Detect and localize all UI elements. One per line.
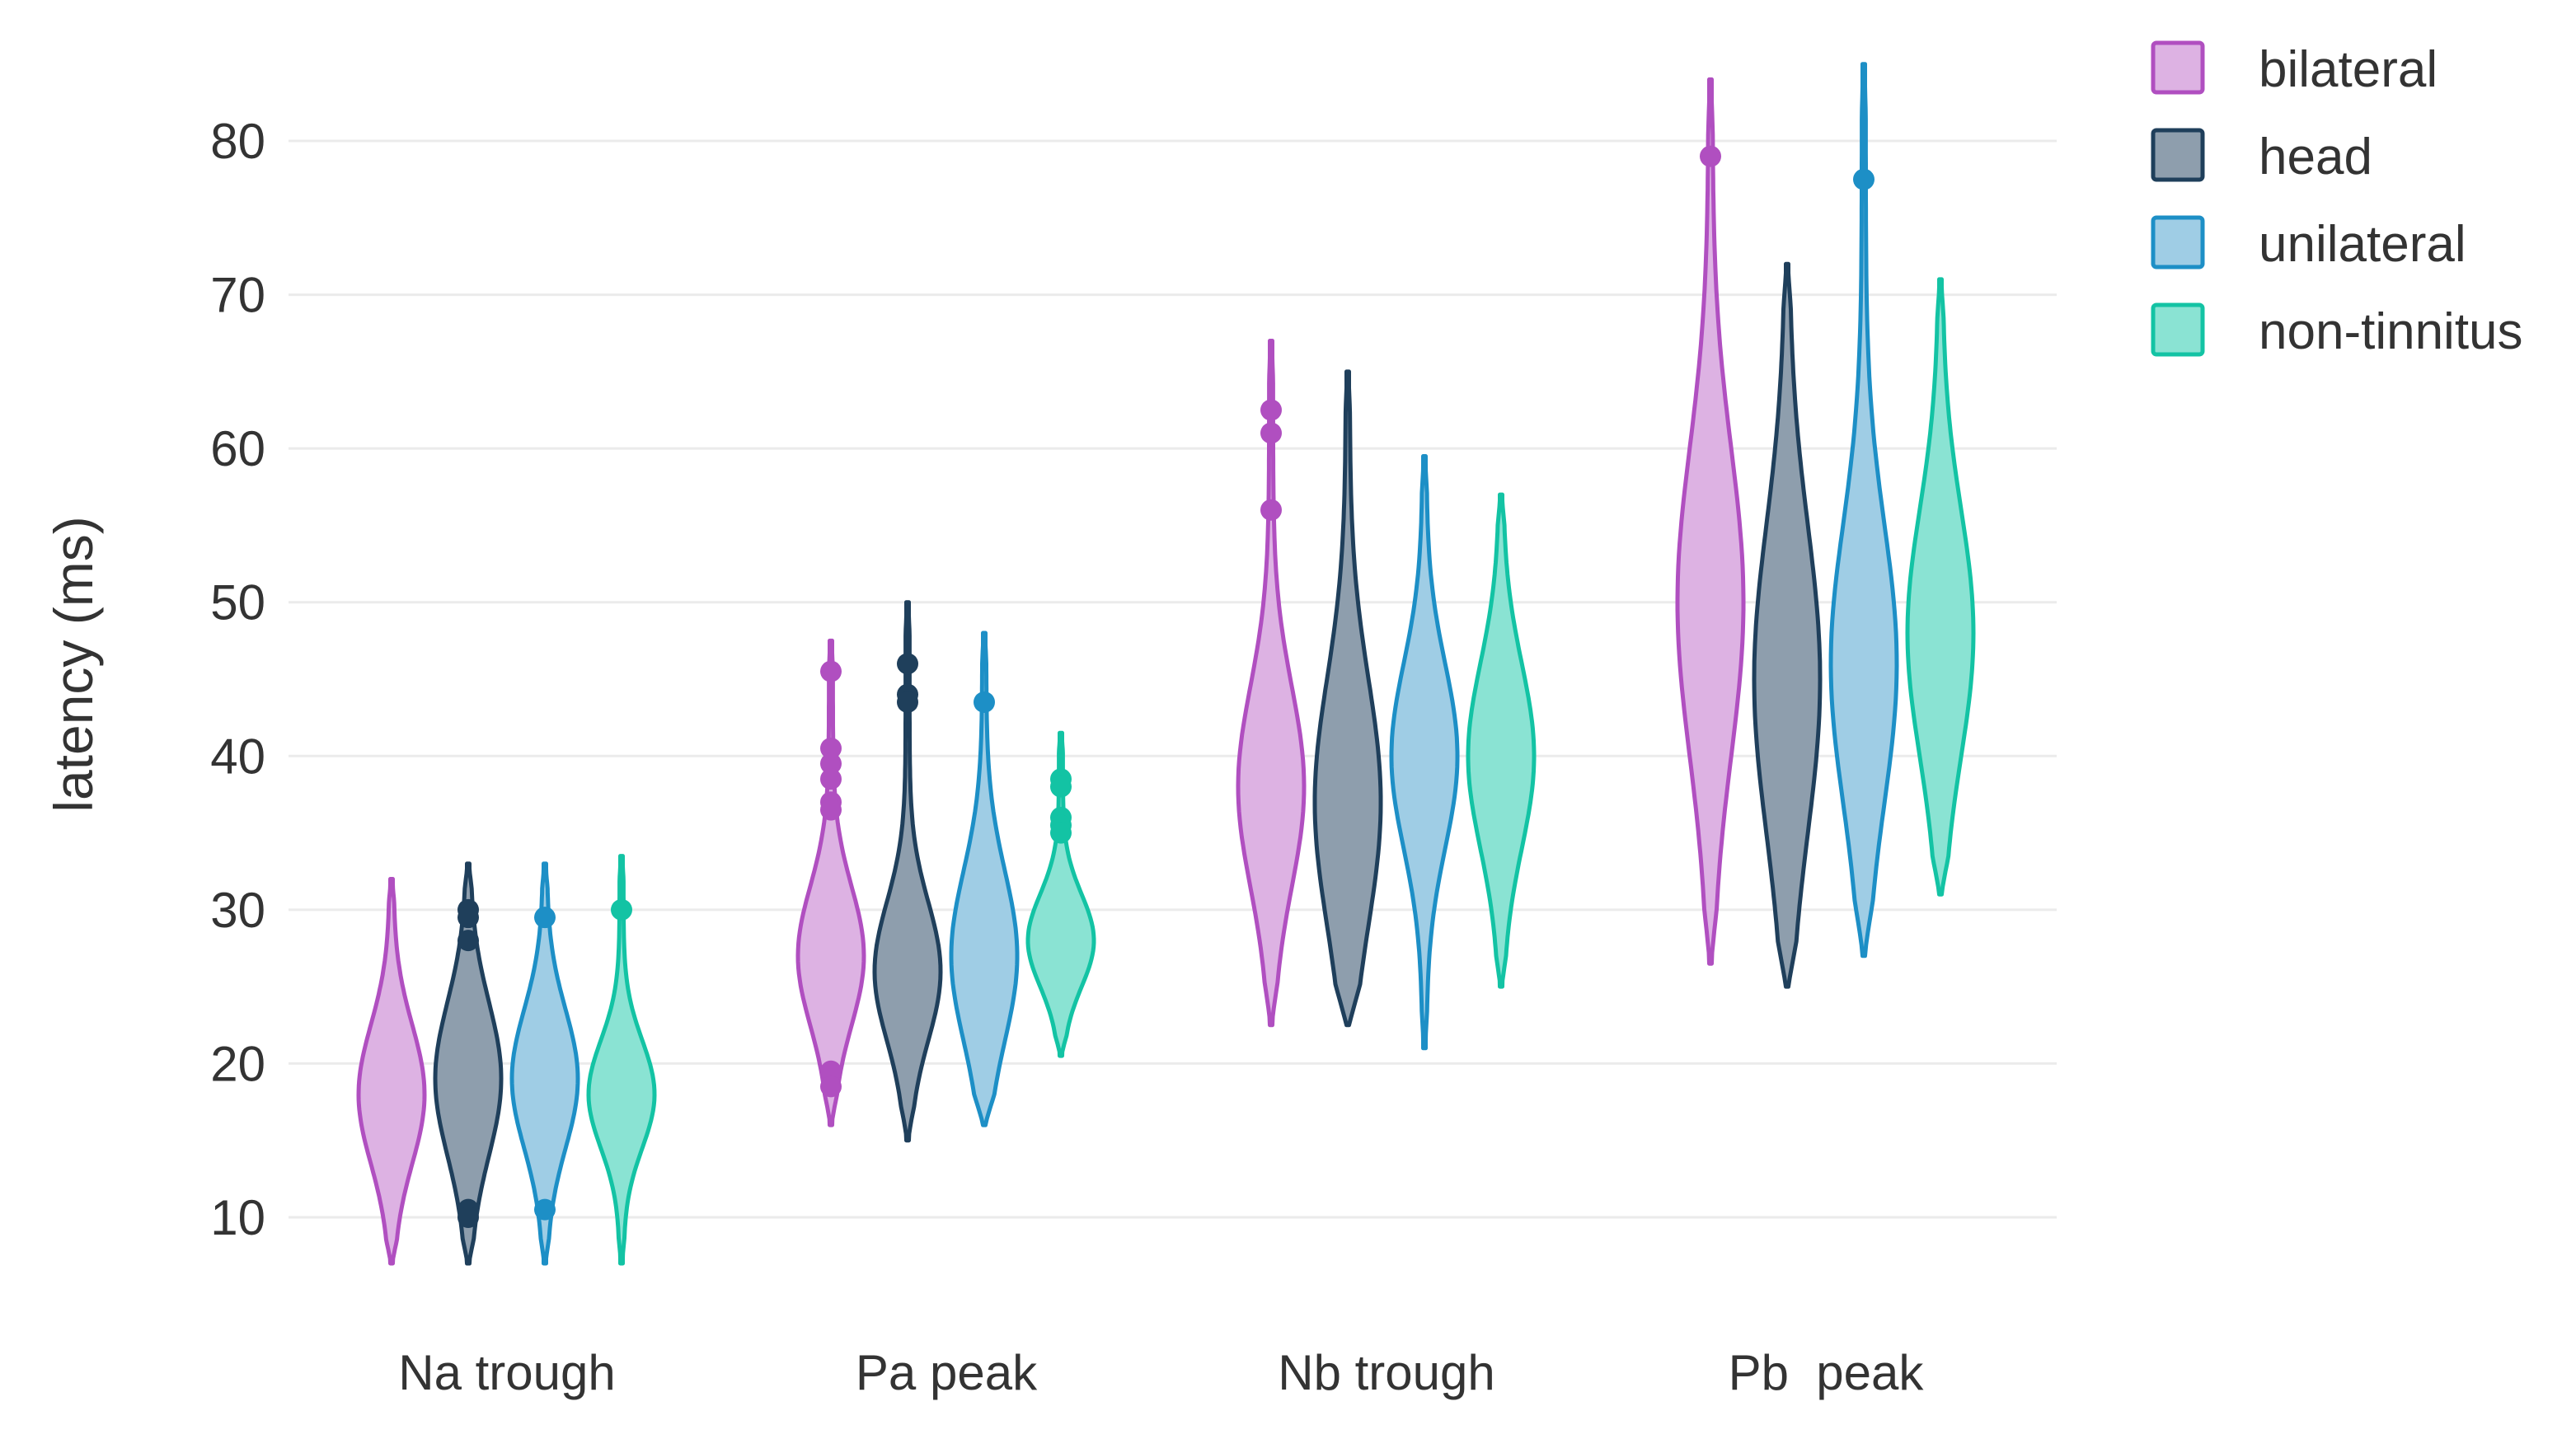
outlier-point[interactable]	[1050, 822, 1072, 844]
legend-swatch	[2151, 128, 2205, 182]
outlier-layer	[457, 145, 1875, 1228]
legend-item-head[interactable]: head	[2151, 128, 2372, 185]
legend-label: non-tinnitus	[2259, 303, 2523, 360]
violin-head-3[interactable]	[1312, 369, 1383, 1028]
y-tick-label: 70	[210, 268, 265, 323]
legend-item-unilateral[interactable]: unilateral	[2151, 215, 2466, 273]
violin-layer	[356, 62, 1976, 1266]
legend-item-bilateral[interactable]: bilateral	[2151, 40, 2438, 98]
legend[interactable]: bilateral head unilateral non-tinnitus	[2151, 40, 2523, 360]
y-tick-label: 40	[210, 729, 265, 784]
outlier-point[interactable]	[820, 768, 842, 790]
violin-bilateral-2[interactable]	[795, 638, 866, 1127]
y-axis-title: latency (ms)	[43, 516, 104, 812]
violin-head-2[interactable]	[872, 600, 943, 1143]
y-tick-label: 60	[210, 421, 265, 476]
outlier-point[interactable]	[1260, 499, 1282, 521]
violin-head-1[interactable]	[433, 861, 504, 1266]
outlier-point[interactable]	[1700, 145, 1721, 167]
outlier-point[interactable]	[1260, 399, 1282, 421]
violin-unilateral-3[interactable]	[1389, 454, 1460, 1051]
outlier-point[interactable]	[820, 1076, 842, 1098]
violin-head-4[interactable]	[1752, 261, 1823, 989]
legend-label: bilateral	[2259, 41, 2438, 98]
legend-swatch	[2151, 40, 2205, 95]
legend-swatch	[2151, 302, 2205, 357]
violin-unilateral-4[interactable]	[1828, 62, 1899, 959]
outlier-point[interactable]	[820, 1060, 842, 1082]
violin-non-tinnitus-2[interactable]	[1025, 730, 1096, 1058]
x-tick-label: Na trough	[398, 1345, 616, 1400]
outlier-point[interactable]	[534, 1198, 556, 1221]
violin-unilateral-1[interactable]	[509, 861, 580, 1266]
outlier-point[interactable]	[897, 691, 918, 713]
outlier-point[interactable]	[820, 752, 842, 775]
violin-bilateral-3[interactable]	[1236, 339, 1307, 1028]
legend-label: unilateral	[2259, 216, 2466, 273]
x-axis: Na trough Pa peak Nb trough Pb peak	[398, 1345, 1924, 1400]
outlier-point[interactable]	[820, 660, 842, 682]
x-tick-label: Pa peak	[856, 1345, 1038, 1400]
outlier-point[interactable]	[897, 653, 918, 675]
y-axis: 10 20 30 40 50 60 70 80	[210, 114, 265, 1245]
legend-label: head	[2259, 129, 2372, 185]
outlier-point[interactable]	[820, 799, 842, 821]
violin-non-tinnitus-1[interactable]	[586, 854, 657, 1266]
y-tick-label: 30	[210, 883, 265, 938]
violin-non-tinnitus-4[interactable]	[1905, 277, 1976, 897]
outlier-point[interactable]	[457, 907, 479, 929]
outlier-point[interactable]	[611, 898, 632, 921]
outlier-point[interactable]	[457, 930, 479, 952]
violin-non-tinnitus-3[interactable]	[1466, 492, 1537, 989]
outlier-point[interactable]	[1050, 776, 1072, 798]
outlier-point[interactable]	[534, 907, 556, 929]
legend-item-non-tinnitus[interactable]: non-tinnitus	[2151, 302, 2523, 360]
violin-bilateral-1[interactable]	[356, 877, 427, 1266]
outlier-point[interactable]	[974, 691, 995, 713]
grid-layer	[289, 139, 2057, 1219]
outlier-point[interactable]	[1853, 168, 1875, 190]
outlier-point[interactable]	[1260, 422, 1282, 444]
y-tick-label: 50	[210, 575, 265, 630]
outlier-point[interactable]	[820, 737, 842, 759]
y-tick-label: 10	[210, 1190, 265, 1245]
x-tick-label: Pb peak	[1729, 1345, 1925, 1400]
y-tick-label: 80	[210, 114, 265, 169]
violin-bilateral-4[interactable]	[1675, 77, 1746, 966]
legend-swatch	[2151, 215, 2205, 270]
outlier-point[interactable]	[457, 1207, 479, 1228]
x-tick-label: Nb trough	[1278, 1345, 1495, 1400]
y-tick-label: 20	[210, 1036, 265, 1091]
violin-unilateral-2[interactable]	[949, 630, 1020, 1127]
